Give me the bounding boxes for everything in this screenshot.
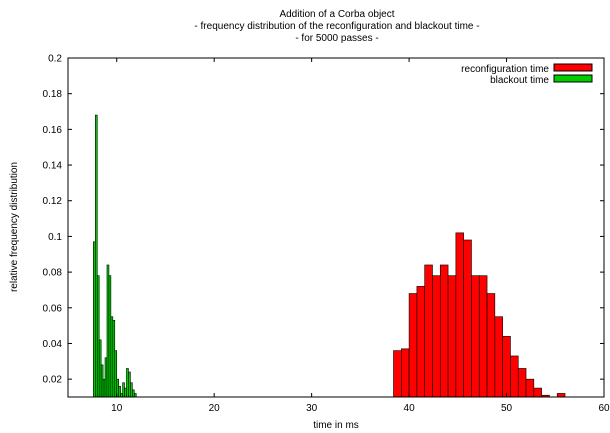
- y-tick-label: 0.12: [43, 196, 63, 207]
- chart-subtitle-line-2: - for 5000 passes -: [295, 33, 378, 44]
- y-tick-label: 0.2: [48, 54, 62, 65]
- x-axis-label: time in ms: [313, 420, 359, 431]
- y-tick-label: 0.14: [43, 161, 63, 172]
- y-axis-label: relative frequency distribution: [9, 162, 20, 292]
- x-tick-label: 50: [501, 403, 513, 414]
- y-axis-ticks: 0.02 0.04 0.06 0.08 0.1 0.12 0.14 0.16 0.18 0.2: [43, 54, 604, 386]
- reconfiguration-bar: [502, 336, 511, 398]
- reconfiguration-bar: [424, 264, 433, 398]
- reconfiguration-bar: [447, 275, 457, 398]
- reconfiguration-bar: [393, 350, 402, 398]
- chart-subtitle-line-1: - frequency distribution of the reconfig…: [194, 21, 479, 32]
- x-tick-label: 40: [404, 403, 416, 414]
- reconfiguration-bar: [471, 275, 480, 398]
- reconfiguration-bar: [439, 264, 449, 398]
- x-axis-ticks: 10 20 30 40 50 60: [111, 58, 610, 414]
- x-tick-label: 20: [209, 403, 221, 414]
- plot-frame: [67, 57, 605, 398]
- legend-swatch-reconfiguration: [553, 63, 593, 72]
- reconfiguration-bar: [455, 232, 464, 398]
- reconfiguration-bar: [486, 293, 496, 398]
- reconfiguration-bar: [556, 393, 566, 398]
- reconfiguration-bar: [517, 368, 527, 398]
- x-tick-label: 60: [598, 403, 610, 414]
- bars-layer: [93, 114, 566, 398]
- y-tick-label: 0.02: [43, 375, 63, 386]
- reconfiguration-bar: [400, 348, 410, 398]
- reconfiguration-bar: [494, 316, 503, 398]
- reconfiguration-bar: [478, 275, 488, 398]
- reconfiguration-bar: [416, 286, 425, 398]
- chart-title: Addition of a Corba object: [279, 9, 394, 20]
- reconfiguration-bar: [525, 378, 535, 398]
- reconfiguration-bar: [408, 293, 418, 398]
- legend: reconfiguration time blackout time: [461, 63, 593, 86]
- x-tick-label: 10: [111, 403, 123, 414]
- reconfiguration-bar: [432, 275, 441, 398]
- x-tick-label: 30: [306, 403, 318, 414]
- y-tick-label: 0.06: [43, 303, 63, 314]
- blackout-bar: [133, 393, 137, 398]
- reconfiguration-bar: [463, 239, 472, 398]
- y-tick-label: 0.04: [43, 339, 63, 350]
- legend-label-blackout: blackout time: [490, 75, 549, 86]
- y-tick-label: 0.1: [48, 232, 62, 243]
- legend-swatch-blackout: [553, 74, 593, 83]
- y-tick-label: 0.18: [43, 89, 63, 100]
- reconfiguration-bar: [533, 387, 542, 398]
- y-tick-label: 0.08: [43, 268, 63, 279]
- y-tick-label: 0.16: [43, 125, 63, 136]
- legend-label-reconfiguration: reconfiguration time: [461, 64, 549, 75]
- reconfiguration-bar: [510, 355, 519, 398]
